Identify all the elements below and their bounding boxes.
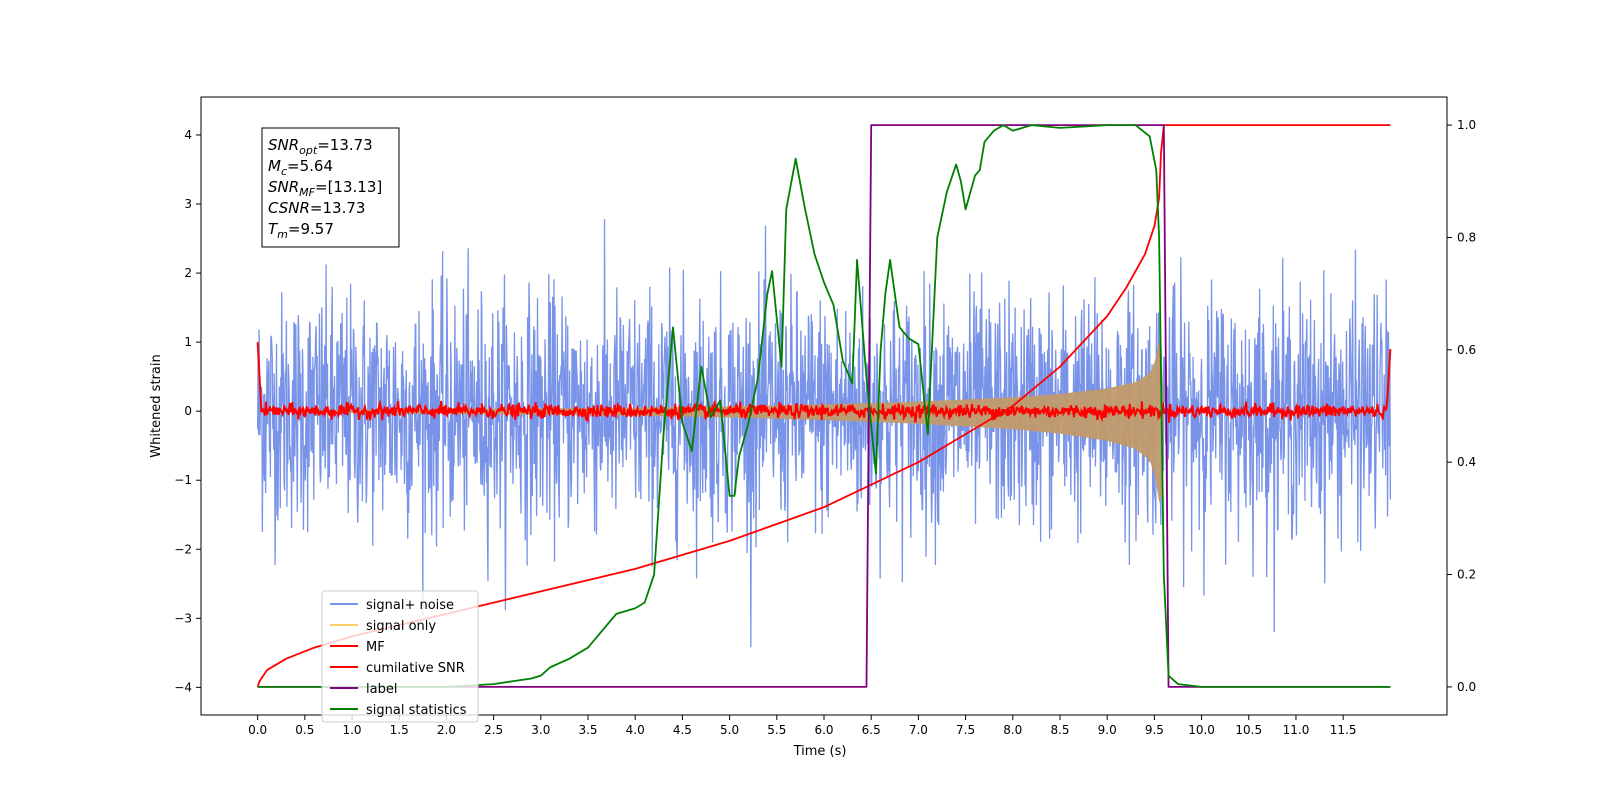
- x-tick-label: 3.5: [578, 723, 597, 737]
- annotation-line: CSNR=13.73: [268, 199, 365, 217]
- y-right-tick-label: 0.2: [1457, 568, 1476, 582]
- x-tick-label: 6.5: [862, 723, 881, 737]
- y-tick-label: 1: [184, 335, 192, 349]
- y-tick-label: 0: [184, 404, 192, 418]
- x-tick-label: 0.5: [295, 723, 314, 737]
- legend-label: label: [366, 682, 397, 697]
- y-tick-label: −4: [174, 680, 192, 694]
- y-right-tick-label: 0.0: [1457, 680, 1476, 694]
- legend-label: signal statistics: [366, 703, 467, 718]
- annotation-line: Mc=5.64: [268, 157, 333, 178]
- x-tick-label: 5.5: [767, 723, 786, 737]
- y-tick-label: 3: [184, 197, 192, 211]
- x-tick-label: 11.0: [1283, 723, 1310, 737]
- legend-label: cumilative SNR: [366, 661, 465, 676]
- legend-label: signal+ noise: [366, 598, 454, 613]
- legend: signal+ noise signal only MF cumilative SNR…: [321, 590, 479, 723]
- y-tick-label: −1: [174, 473, 192, 487]
- y-right-tick-label: 1.0: [1457, 118, 1476, 132]
- y-tick-label: 2: [184, 266, 192, 280]
- x-tick-label: 3.0: [531, 723, 550, 737]
- x-axis-label: Time (s): [793, 744, 847, 759]
- series-signal-only: [257, 340, 1164, 503]
- annotation-line: SNRMF=[13.13]: [268, 178, 382, 199]
- x-tick-label: 1.0: [342, 723, 361, 737]
- x-tick-label: 8.0: [1003, 723, 1022, 737]
- x-tick-label: 7.5: [956, 723, 975, 737]
- legend-label: MF: [366, 640, 385, 655]
- x-tick-label: 8.5: [1050, 723, 1069, 737]
- x-tick-label: 11.5: [1330, 723, 1357, 737]
- y-right-tick-label: 0.4: [1457, 455, 1476, 469]
- y-axis-label: Whitened strain: [149, 354, 164, 457]
- annotation-line: SNRopt=13.73: [268, 136, 373, 157]
- x-tick-label: 4.5: [673, 723, 692, 737]
- series-mf: [256, 342, 1392, 423]
- annotation-box: SNRopt=13.73Mc=5.64SNRMF=[13.13]CSNR=13.…: [261, 127, 400, 248]
- x-tick-label: 10.0: [1188, 723, 1215, 737]
- y-tick-label: −3: [174, 611, 192, 625]
- x-tick-label: 5.0: [720, 723, 739, 737]
- x-tick-label: 1.5: [390, 723, 409, 737]
- x-tick-label: 9.5: [1145, 723, 1164, 737]
- series-signal-statistics: [257, 124, 1391, 688]
- y-tick-label: 4: [184, 128, 192, 142]
- x-tick-label: 2.5: [484, 723, 503, 737]
- x-tick-label: 9.0: [1098, 723, 1117, 737]
- y-right-tick-label: 0.8: [1457, 230, 1476, 244]
- x-tick-label: 0.0: [248, 723, 267, 737]
- y-tick-label: −2: [174, 542, 192, 556]
- x-tick-label: 2.0: [437, 723, 456, 737]
- legend-frame: [321, 590, 479, 723]
- annotation-line: Tm=9.57: [268, 220, 334, 241]
- y-right-tick-label: 0.6: [1457, 343, 1476, 357]
- x-tick-label: 10.5: [1235, 723, 1262, 737]
- x-tick-label: 4.0: [626, 723, 645, 737]
- annotation-frame: [261, 127, 400, 248]
- x-tick-label: 6.0: [814, 723, 833, 737]
- x-tick-label: 7.0: [909, 723, 928, 737]
- legend-label: signal only: [366, 619, 436, 634]
